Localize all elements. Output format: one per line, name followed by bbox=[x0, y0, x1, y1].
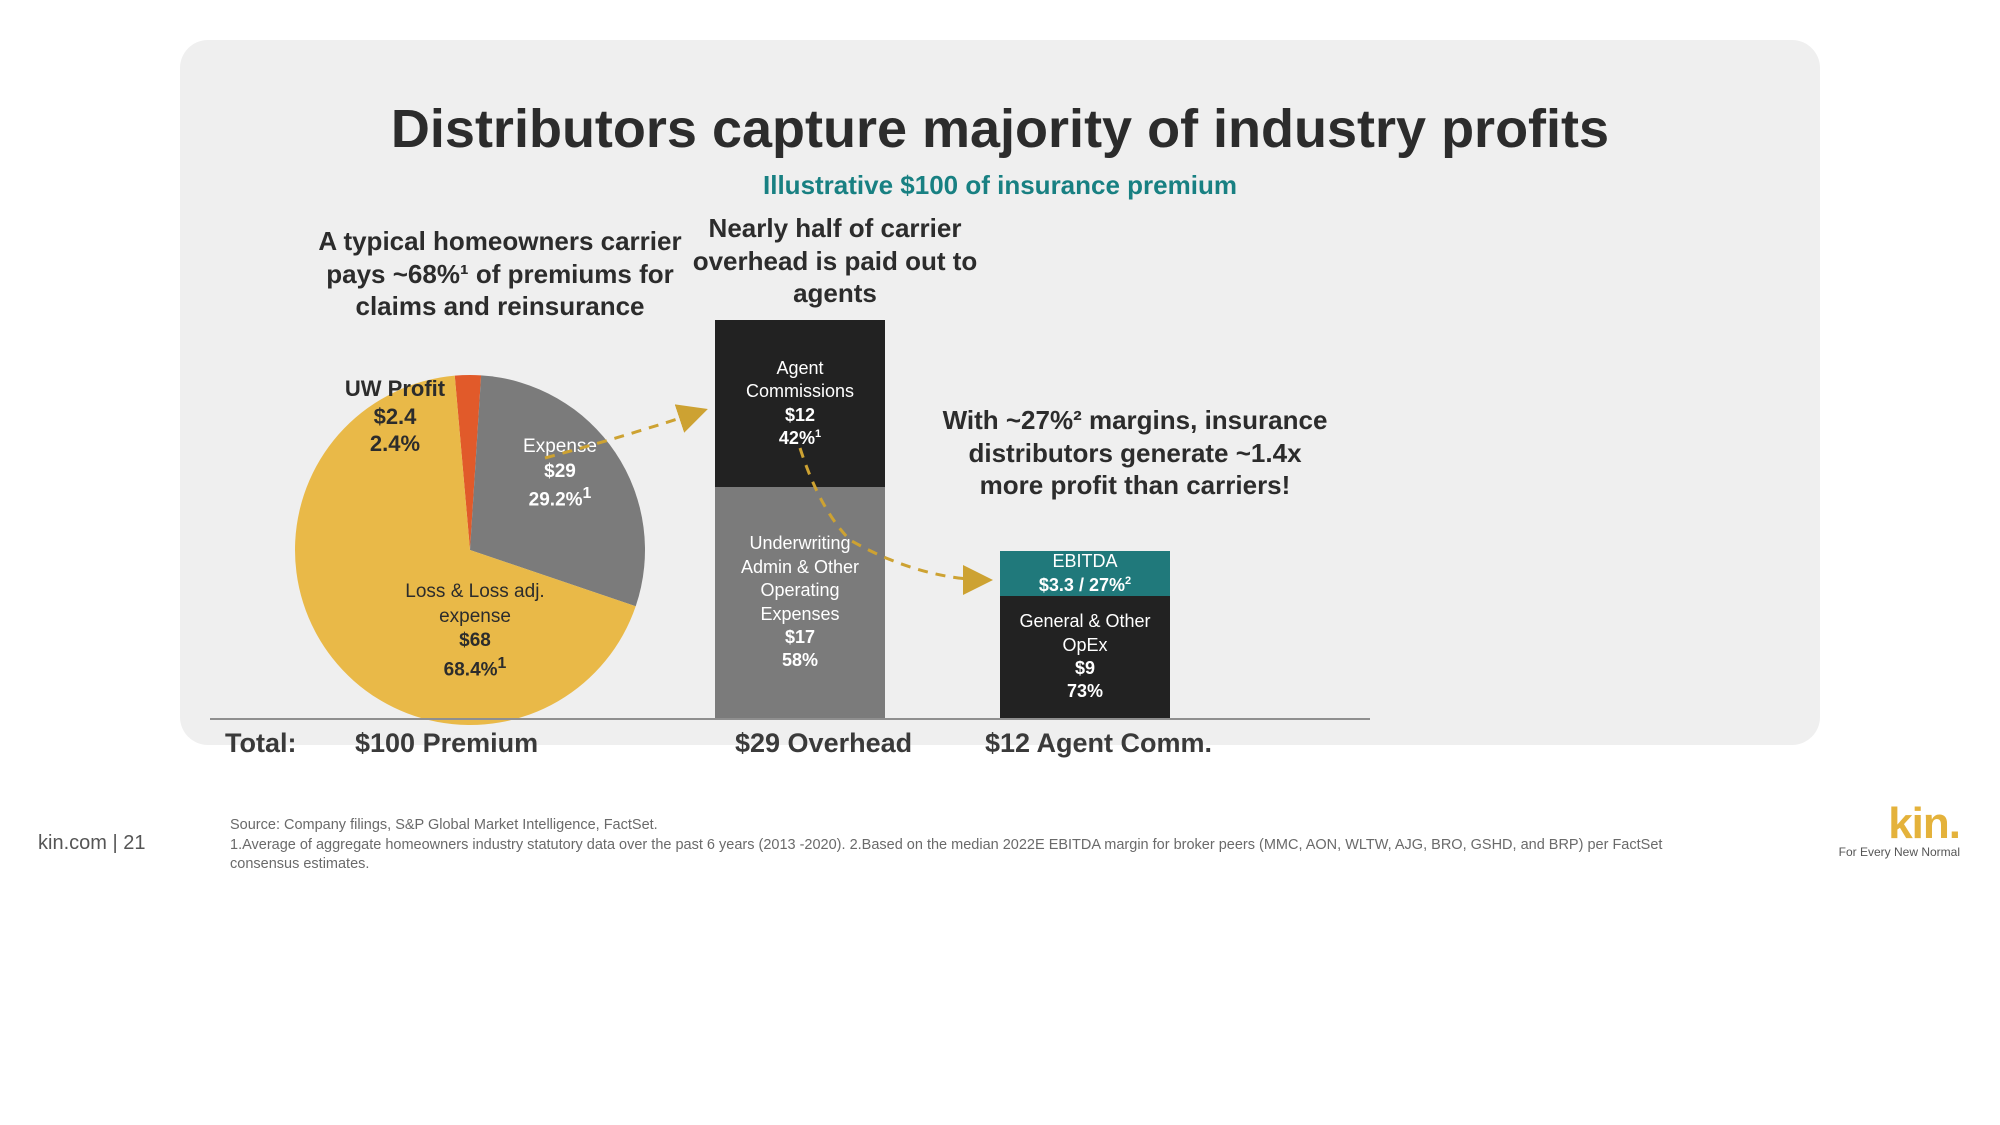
flow-arrows bbox=[180, 40, 1380, 740]
footer-source-l2: 1.Average of aggregate homeowners indust… bbox=[230, 836, 1730, 875]
brand-logo: kin. For Every New Normal bbox=[1839, 799, 1960, 859]
footer-source: Source: Company filings, S&P Global Mark… bbox=[230, 816, 1730, 875]
footer-site: kin.com | 21 bbox=[38, 832, 145, 855]
slide-card: Distributors capture majority of industr… bbox=[180, 40, 1820, 745]
footer-source-l1: Source: Company filings, S&P Global Mark… bbox=[230, 816, 1730, 836]
logo-word: kin. bbox=[1839, 799, 1960, 849]
logo-tagline: For Every New Normal bbox=[1839, 845, 1960, 859]
